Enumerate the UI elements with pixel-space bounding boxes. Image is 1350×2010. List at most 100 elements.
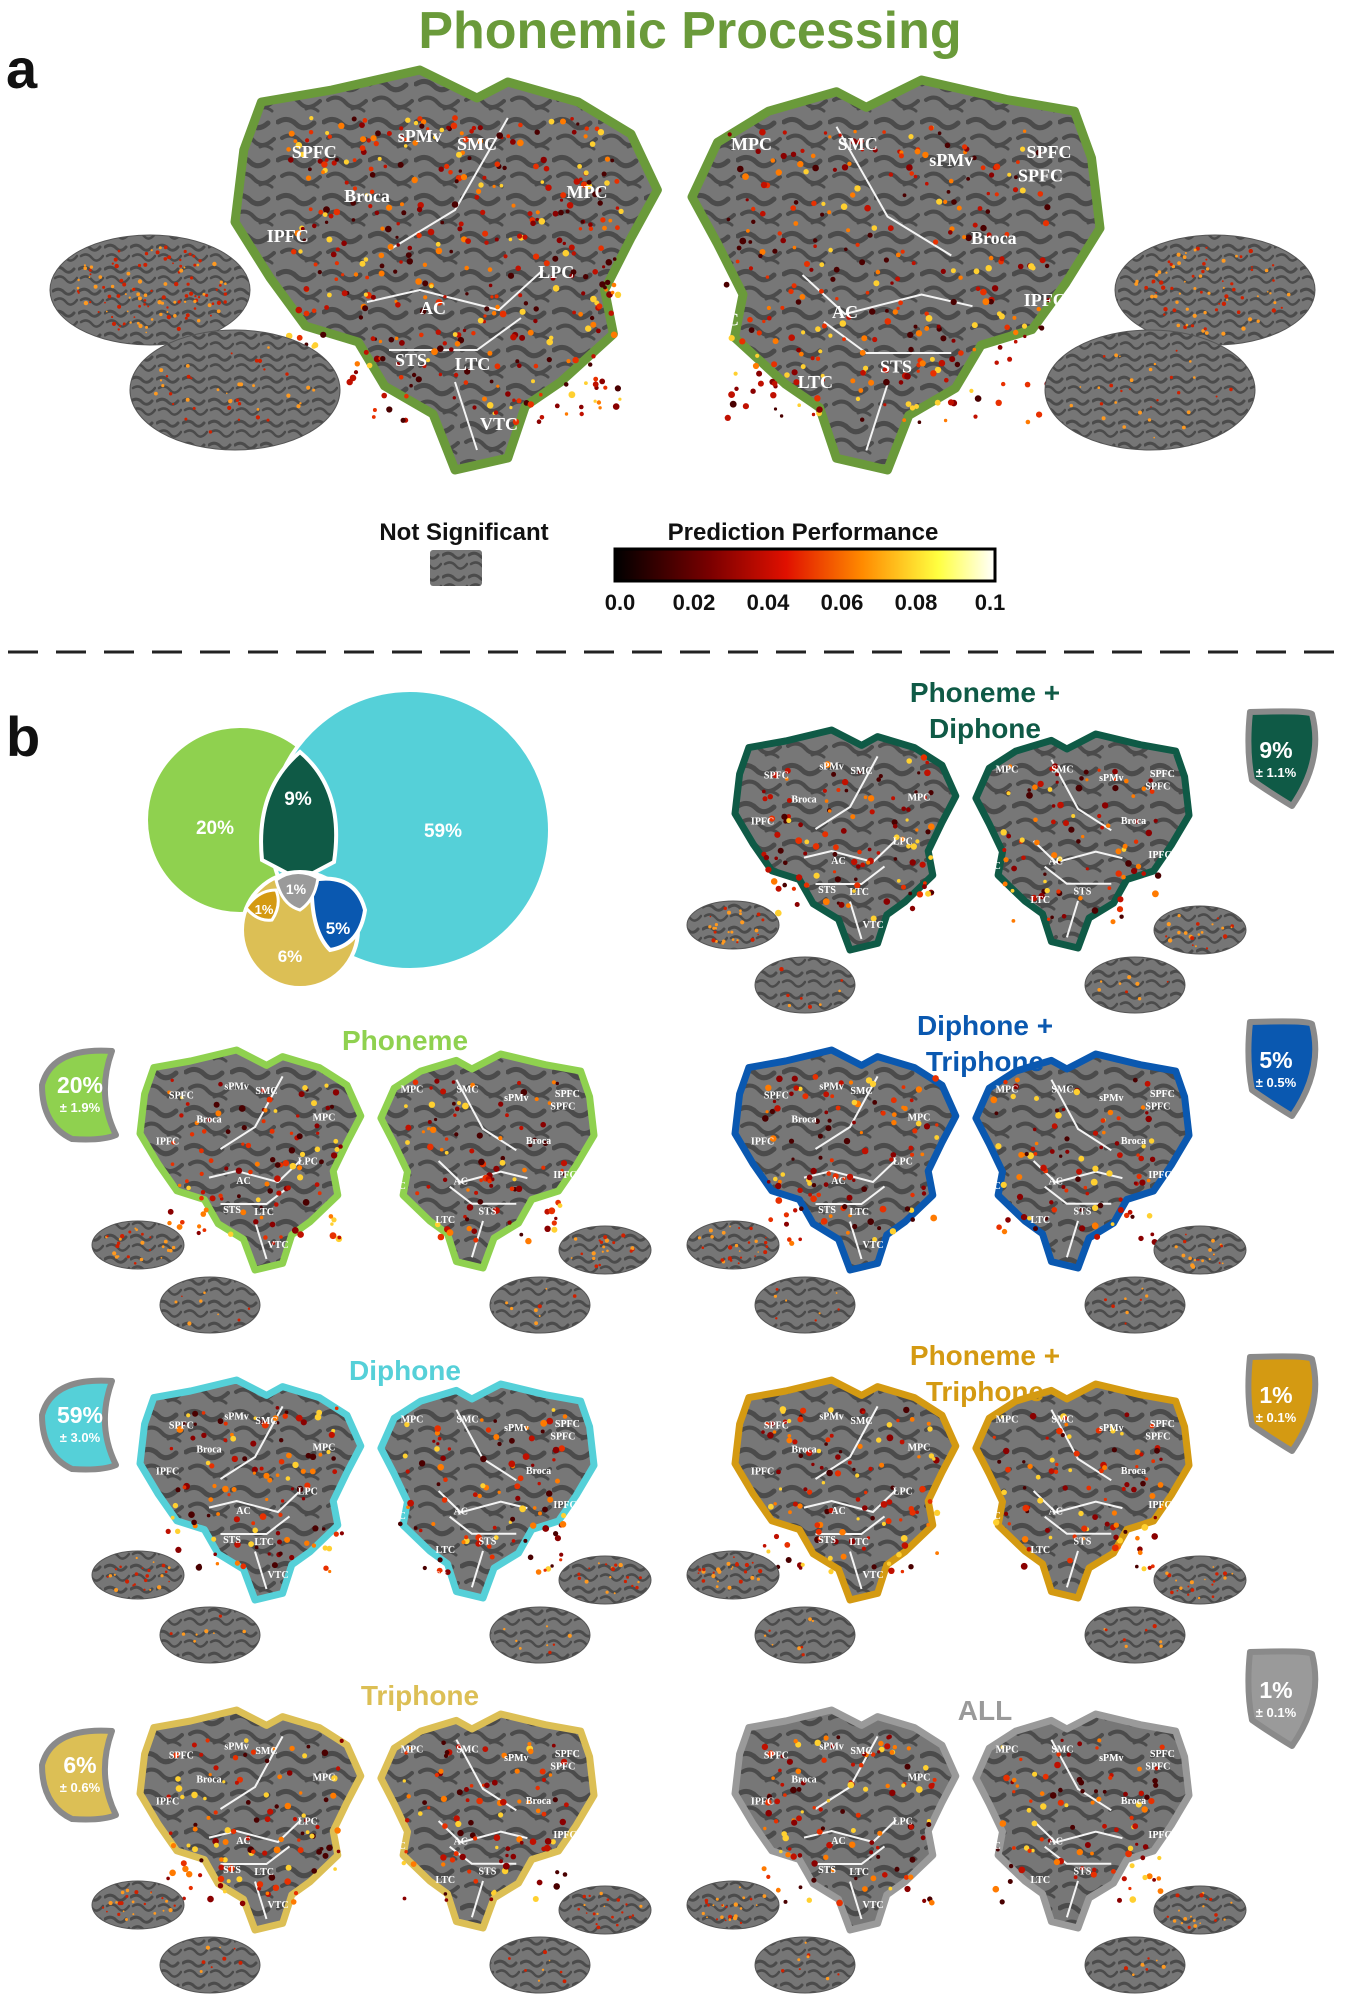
roi-label: LTC [849,1537,869,1548]
roi-label: LTC [1030,1215,1050,1226]
activation-voxel [189,1132,195,1137]
activation-voxel [738,1579,743,1584]
activation-voxel [1103,1497,1107,1502]
activation-voxel [1121,1486,1126,1492]
activation-voxel [208,1497,214,1502]
activation-voxel [909,1417,915,1422]
activation-voxel [373,141,379,147]
activation-voxel [1135,1801,1142,1808]
left-medial-phoneme-diphone [754,956,856,1014]
activation-voxel [838,133,842,137]
activation-voxel [862,1886,868,1892]
activation-voxel [625,1903,628,1906]
activation-voxel [800,1407,807,1414]
activation-voxel [754,1255,756,1257]
activation-voxel [1049,1457,1055,1463]
activation-voxel [499,1859,503,1864]
activation-voxel [861,1410,865,1414]
activation-voxel [876,777,881,782]
activation-voxel [363,257,369,262]
activation-voxel [1079,386,1082,388]
activation-voxel [535,1569,542,1575]
activation-voxel [1033,1226,1038,1232]
activation-voxel [466,1225,472,1232]
activation-voxel [444,1569,451,1575]
activation-voxel [132,287,136,292]
activation-voxel [872,336,878,343]
activation-voxel [893,834,900,840]
activation-voxel [172,402,175,406]
activation-voxel [568,391,576,399]
roi-label: STS [1074,1207,1092,1218]
activation-voxel [921,1185,926,1191]
activation-voxel [788,1510,792,1515]
activation-voxel [203,1796,207,1801]
activation-voxel [838,989,841,993]
roi-label: VC [939,1502,953,1513]
activation-voxel [465,1798,470,1803]
activation-voxel [882,366,890,374]
left-flatmap-phoneme-roi-boundary [254,1221,268,1260]
activation-voxel [516,139,524,147]
right-flatmap-all-roi-boundary [1050,1739,1112,1812]
activation-voxel [1154,872,1162,879]
activation-voxel [338,1144,343,1149]
activation-voxel [1097,813,1102,819]
activation-voxel [161,384,165,388]
activation-voxel [909,1856,916,1863]
activation-voxel [1224,294,1229,299]
activation-voxel [128,1230,132,1234]
activation-voxel [259,1513,267,1520]
activation-voxel [940,268,946,274]
activation-voxel [290,1487,295,1491]
activation-voxel [1192,313,1197,318]
activation-voxel [176,326,181,331]
activation-voxel [1111,1304,1115,1308]
activation-voxel [328,213,334,219]
activation-voxel [1045,1527,1050,1533]
activation-voxel [818,1312,821,1315]
activation-voxel [502,1862,510,1870]
activation-voxel [334,1147,340,1152]
activation-voxel [1128,1886,1132,1891]
activation-voxel [339,1531,344,1536]
roi-label: AC [1049,857,1063,868]
activation-voxel [405,1469,410,1474]
activation-voxel [794,902,800,907]
right-flatmap-phoneme-triphone-surface [972,1380,1193,1602]
activation-voxel [193,1639,197,1643]
activation-voxel [1193,248,1197,252]
activation-voxel [898,380,904,385]
activation-voxel [1121,1876,1127,1882]
venn-all-value: 1% [286,881,307,897]
activation-voxel [766,1549,771,1554]
roi-label: IPFC [553,1170,576,1181]
activation-voxel [242,1456,248,1462]
left-flatmap-phoneme-triphone-roi-boundary [849,1551,863,1590]
activation-voxel [820,373,825,378]
activation-voxel [544,1225,551,1233]
activation-voxel [399,126,404,131]
activation-voxel [784,1221,789,1227]
activation-voxel [506,134,511,139]
roi-label: sPMv [1099,773,1123,784]
activation-voxel [844,788,849,793]
activation-voxel [996,1224,1002,1230]
activation-voxel [861,1186,868,1192]
activation-voxel [512,418,520,425]
activation-voxel [807,1181,812,1186]
activation-voxel [1027,1848,1032,1853]
activation-voxel [596,303,603,310]
activation-voxel [1055,772,1059,777]
activation-voxel [765,1799,772,1806]
activation-voxel [494,363,501,370]
activation-voxel [800,148,805,153]
activation-voxel [806,1174,813,1181]
activation-voxel [515,265,521,272]
activation-voxel [505,1846,511,1852]
activation-voxel [737,1262,740,1265]
activation-voxel [1163,307,1168,312]
activation-voxel [786,1758,794,1765]
activation-voxel [319,1160,323,1165]
activation-voxel [823,1091,830,1098]
